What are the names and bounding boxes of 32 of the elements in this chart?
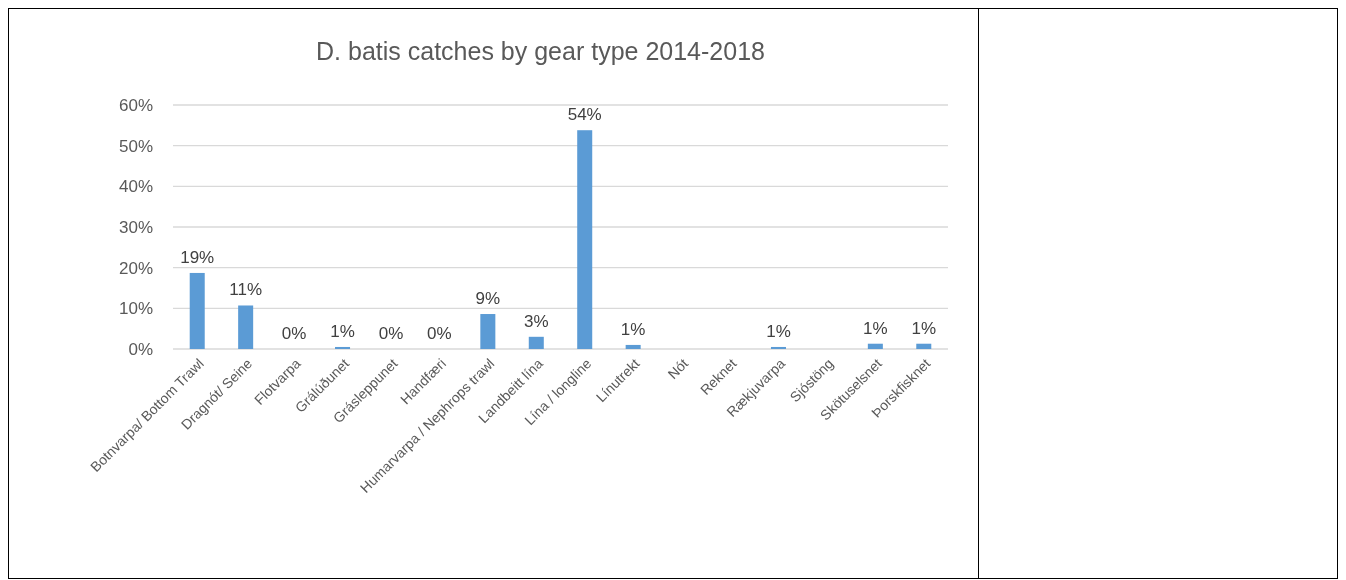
data-label: 1% xyxy=(766,321,791,341)
y-tick-label: 40% xyxy=(118,177,153,197)
data-label: 1% xyxy=(863,318,888,338)
bar xyxy=(238,305,254,349)
data-label: 0% xyxy=(281,324,307,343)
bar xyxy=(528,336,544,349)
bar xyxy=(335,346,351,349)
data-label: 54% xyxy=(567,105,602,125)
bar xyxy=(867,343,883,349)
data-label: 0% xyxy=(427,324,452,343)
bar xyxy=(577,130,593,349)
x-tick-label: Nót xyxy=(664,355,692,382)
bar xyxy=(916,343,932,349)
y-tick-label: 30% xyxy=(118,217,153,237)
bar xyxy=(770,346,786,349)
data-label: 9% xyxy=(475,289,501,309)
bar xyxy=(480,314,496,349)
y-tick-label: 50% xyxy=(118,136,153,156)
data-label: 3% xyxy=(523,311,549,331)
data-label: 1% xyxy=(620,319,646,339)
data-label: 1% xyxy=(911,318,937,338)
chart-title: D. batis catches by gear type 2014-2018 xyxy=(316,37,765,65)
bar xyxy=(189,272,205,349)
data-label: 11% xyxy=(229,280,263,300)
y-tick-label: 60% xyxy=(118,95,153,115)
bar xyxy=(625,344,641,349)
data-label: 1% xyxy=(330,321,355,341)
y-tick-label: 20% xyxy=(118,258,153,278)
y-tick-label: 0% xyxy=(128,339,153,359)
data-label: 19% xyxy=(180,247,215,267)
data-label: 0% xyxy=(378,324,404,343)
y-tick-label: 10% xyxy=(118,299,153,319)
